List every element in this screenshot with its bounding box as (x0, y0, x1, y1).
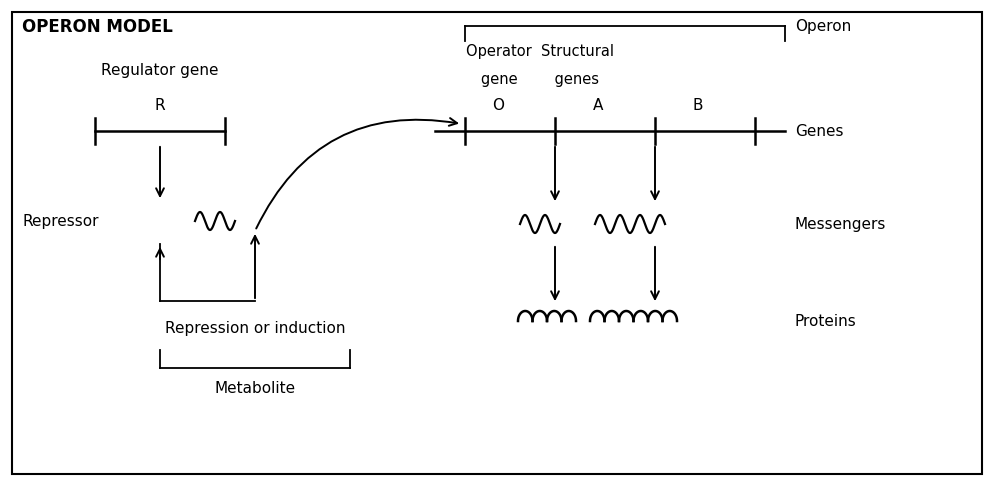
Text: Repressor: Repressor (22, 213, 98, 228)
Text: Proteins: Proteins (795, 313, 857, 329)
Text: R: R (155, 98, 165, 113)
Text: A: A (592, 98, 603, 113)
Text: Metabolite: Metabolite (215, 381, 295, 396)
Text: OPERON MODEL: OPERON MODEL (22, 18, 173, 36)
Text: O: O (492, 98, 504, 113)
Text: Operator  Structural: Operator Structural (466, 44, 614, 59)
Text: Repression or induction: Repression or induction (165, 321, 345, 336)
Text: Messengers: Messengers (795, 216, 887, 231)
Text: Genes: Genes (795, 123, 844, 139)
Text: Operon: Operon (795, 18, 851, 34)
Text: Regulator gene: Regulator gene (101, 64, 219, 79)
Text: gene        genes: gene genes (481, 72, 599, 87)
Text: B: B (693, 98, 703, 113)
